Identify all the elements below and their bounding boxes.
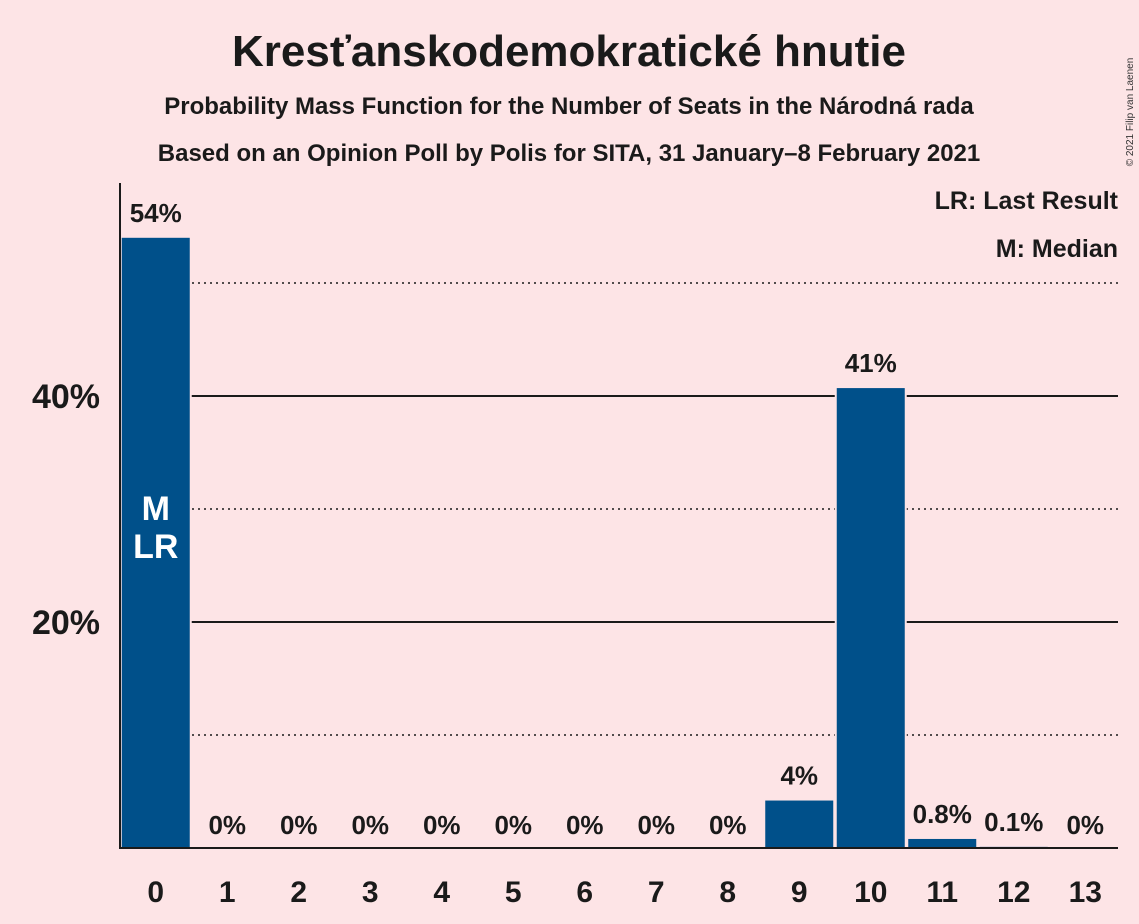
data-label-11: 0.8% <box>913 799 972 829</box>
data-label-1: 0% <box>208 810 246 840</box>
data-label-2: 0% <box>280 810 318 840</box>
bar-11 <box>908 838 977 848</box>
bar-10 <box>836 388 905 848</box>
data-label-12: 0.1% <box>984 807 1043 837</box>
x-axis-ticks: 0 1 2 3 4 5 6 7 8 9 10 11 12 13 <box>147 876 1102 909</box>
data-labels: 54% 0% 0% 0% 0% 0% 0% 0% 0% 4% 41% 0.8% 0.1% 0% <box>130 198 1104 840</box>
data-label-8: 0% <box>709 810 747 840</box>
x-tick-label-1: 1 <box>219 876 236 909</box>
y-tick-label-40: 40% <box>32 378 100 416</box>
bar-gap-12 <box>977 844 1050 848</box>
bar-marker-lr: LR <box>133 528 178 566</box>
x-tick-label-7: 7 <box>648 876 665 909</box>
y-tick-label-20: 20% <box>32 604 100 642</box>
data-label-13: 0% <box>1066 810 1104 840</box>
x-tick-label-6: 6 <box>576 876 593 909</box>
bar-markers: MLR <box>133 490 178 566</box>
data-label-7: 0% <box>637 810 675 840</box>
x-tick-label-10: 10 <box>854 876 887 909</box>
y-axis-ticks: 20% 40% <box>32 378 100 642</box>
legend-last-result: LR: Last Result <box>935 187 1119 215</box>
x-tick-label-12: 12 <box>997 876 1030 909</box>
gridlines <box>120 282 1118 736</box>
data-label-10: 41% <box>845 348 897 378</box>
x-tick-label-9: 9 <box>791 876 808 909</box>
x-tick-label-4: 4 <box>433 876 450 909</box>
x-tick-label-13: 13 <box>1069 876 1102 909</box>
chart-title: Kresťanskodemokratické hnutie <box>232 27 906 76</box>
x-tick-label-2: 2 <box>290 876 307 909</box>
chart-subtitle-2: Based on an Opinion Poll by Polis for SI… <box>158 140 980 167</box>
x-tick-label-11: 11 <box>926 876 958 909</box>
data-label-9: 4% <box>780 761 818 791</box>
data-label-0: 54% <box>130 198 182 228</box>
chart-subtitle-1: Probability Mass Function for the Number… <box>164 93 974 120</box>
data-label-4: 0% <box>423 810 461 840</box>
data-label-3: 0% <box>351 810 389 840</box>
bars <box>119 235 1050 849</box>
bar-0 <box>121 237 190 849</box>
x-tick-label-5: 5 <box>505 876 522 909</box>
copyright-note: © 2021 Filip van Laenen <box>1125 58 1136 167</box>
legend-median: M: Median <box>996 235 1118 263</box>
bar-marker-m: M <box>142 490 170 528</box>
x-tick-label-0: 0 <box>147 876 164 909</box>
data-label-6: 0% <box>566 810 604 840</box>
bar-9 <box>765 800 834 848</box>
x-tick-label-8: 8 <box>719 876 736 909</box>
data-label-5: 0% <box>494 810 532 840</box>
x-tick-label-3: 3 <box>362 876 379 909</box>
